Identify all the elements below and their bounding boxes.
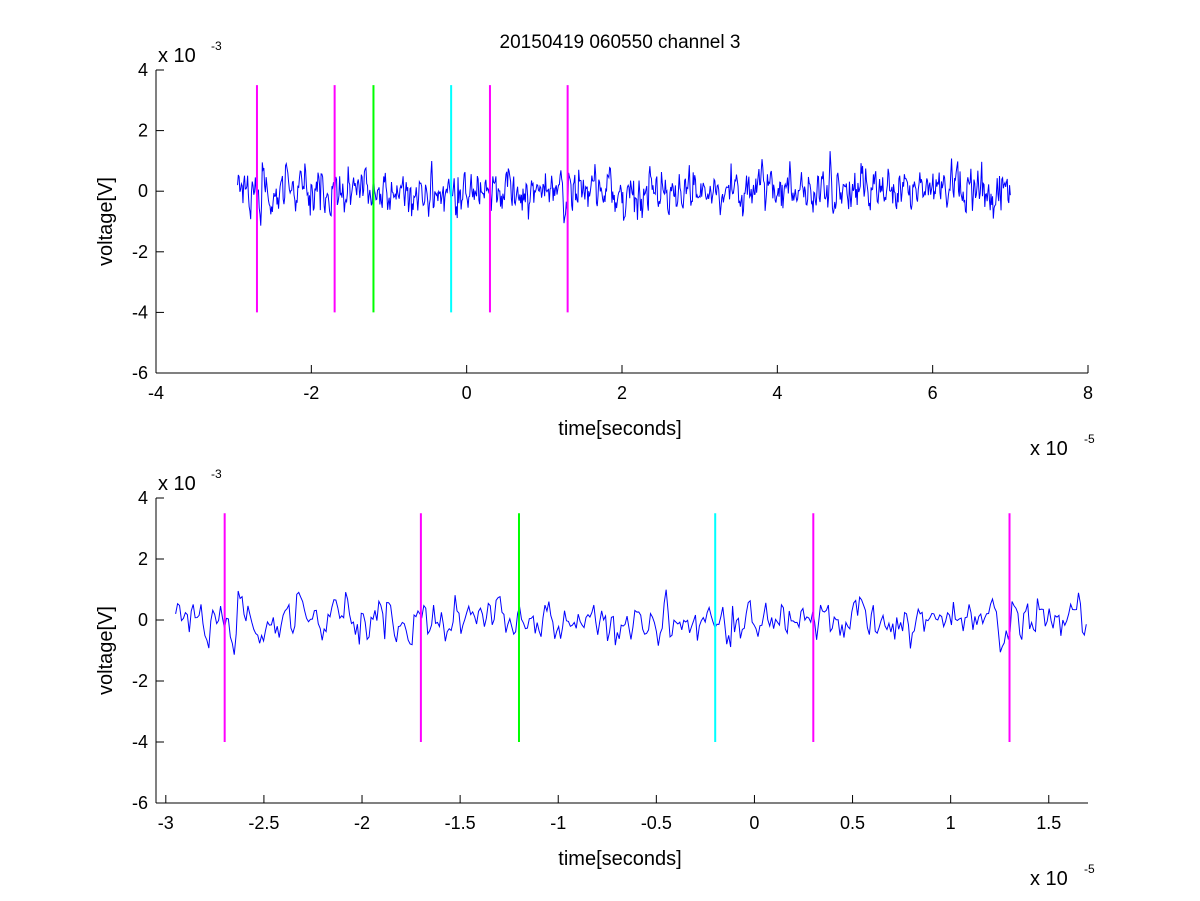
y-scale-exponent: -3 [211, 467, 222, 481]
y-tick-label: 2 [138, 549, 148, 569]
x-tick-label: -3 [158, 813, 174, 833]
x-tick-label: -2 [354, 813, 370, 833]
x-tick-label: -1.5 [445, 813, 476, 833]
x-axis-label: time[seconds] [558, 848, 681, 870]
x-tick-label: 4 [772, 383, 782, 403]
y-axis-label: voltage[V] [95, 606, 117, 695]
chart-title: 20150419 060550 channel 3 [500, 32, 741, 53]
x-scale-factor: x 10 [1030, 438, 1068, 460]
x-tick-label: -1 [550, 813, 566, 833]
y-tick-label: 4 [138, 488, 148, 508]
x-tick-label: -2 [303, 383, 319, 403]
y-tick-label: 0 [138, 610, 148, 630]
y-tick-label: 2 [138, 121, 148, 141]
y-tick-label: -2 [132, 671, 148, 691]
y-scale-factor: x 10 [158, 473, 196, 495]
x-scale-factor: x 10 [1030, 868, 1068, 890]
y-scale-factor: x 10 [158, 45, 196, 67]
x-tick-label: -2.5 [248, 813, 279, 833]
x-tick-label: 1.5 [1036, 813, 1061, 833]
x-tick-label: -4 [148, 383, 164, 403]
x-tick-label: -0.5 [641, 813, 672, 833]
x-tick-label: 8 [1083, 383, 1093, 403]
signal-trace [237, 151, 1011, 226]
y-tick-label: -6 [132, 363, 148, 383]
x-scale-exponent: -5 [1084, 432, 1095, 446]
bottom-plot: -6 -4 -2 0 2 4 -3 -2.5 -2 -1.5 -1 -0.5 0 0.5 1 1.5 time[… [95, 467, 1095, 890]
x-scale-exponent: -5 [1084, 862, 1095, 876]
y-tick-label: 0 [138, 181, 148, 201]
y-tick-label: -4 [132, 732, 148, 752]
x-tick-label: 6 [928, 383, 938, 403]
y-tick-label: -6 [132, 793, 148, 813]
x-tick-label: 0 [462, 383, 472, 403]
x-tick-label: 1 [946, 813, 956, 833]
x-tick-label: 2 [617, 383, 627, 403]
x-axis-label: time[seconds] [558, 418, 681, 440]
y-scale-exponent: -3 [211, 39, 222, 53]
y-tick-label: -2 [132, 242, 148, 262]
y-tick-label: 4 [138, 60, 148, 80]
x-tick-label: 0.5 [840, 813, 865, 833]
y-tick-label: -4 [132, 302, 148, 322]
y-axis-label: voltage[V] [95, 177, 117, 266]
signal-trace [175, 589, 1087, 655]
x-tick-label: 0 [749, 813, 759, 833]
